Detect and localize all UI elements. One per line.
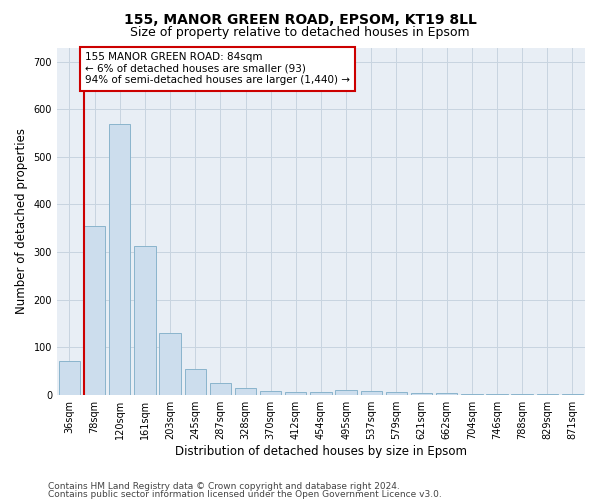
Bar xyxy=(59,362,80,394)
Bar xyxy=(386,392,407,394)
Text: Contains public sector information licensed under the Open Government Licence v3: Contains public sector information licen… xyxy=(48,490,442,499)
Text: Contains HM Land Registry data © Crown copyright and database right 2024.: Contains HM Land Registry data © Crown c… xyxy=(48,482,400,491)
Text: 155, MANOR GREEN ROAD, EPSOM, KT19 8LL: 155, MANOR GREEN ROAD, EPSOM, KT19 8LL xyxy=(124,12,476,26)
Bar xyxy=(109,124,130,394)
Text: 155 MANOR GREEN ROAD: 84sqm
← 6% of detached houses are smaller (93)
94% of semi: 155 MANOR GREEN ROAD: 84sqm ← 6% of deta… xyxy=(85,52,350,86)
X-axis label: Distribution of detached houses by size in Epsom: Distribution of detached houses by size … xyxy=(175,444,467,458)
Bar xyxy=(335,390,357,394)
Bar xyxy=(209,383,231,394)
Bar xyxy=(411,393,432,394)
Bar xyxy=(310,392,332,394)
Bar xyxy=(285,392,307,394)
Bar xyxy=(260,391,281,394)
Bar xyxy=(361,391,382,394)
Bar xyxy=(160,333,181,394)
Bar xyxy=(134,246,155,394)
Y-axis label: Number of detached properties: Number of detached properties xyxy=(15,128,28,314)
Bar xyxy=(185,368,206,394)
Bar xyxy=(84,226,106,394)
Text: Size of property relative to detached houses in Epsom: Size of property relative to detached ho… xyxy=(130,26,470,39)
Bar xyxy=(235,388,256,394)
